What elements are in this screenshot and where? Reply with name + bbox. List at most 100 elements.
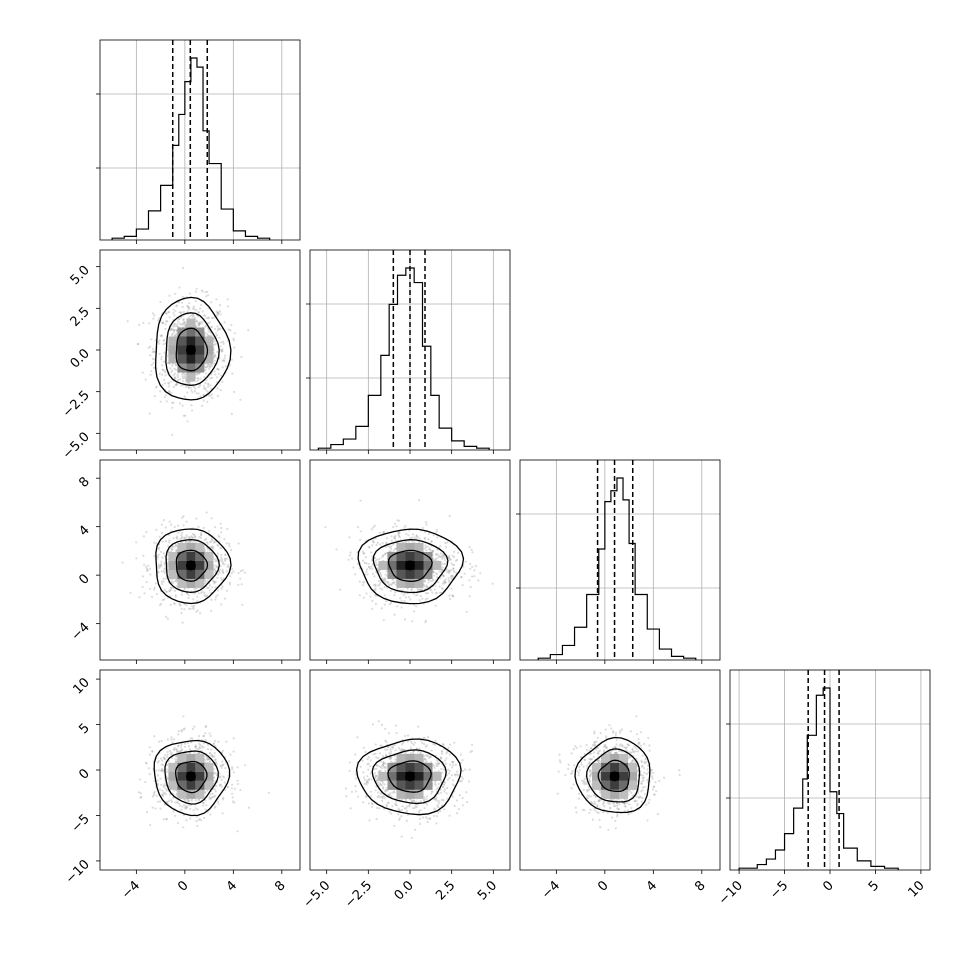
scatter-point [171, 546, 174, 549]
scatter-point [151, 795, 154, 798]
density-cell [195, 578, 205, 588]
scatter-point [222, 749, 225, 752]
scatter-point [160, 739, 163, 743]
scatter-point [443, 808, 446, 811]
scatter-point [458, 794, 461, 797]
contour-1-0-0 [154, 296, 232, 401]
scatter-point [212, 316, 215, 319]
scatter-point [160, 793, 164, 797]
scatter-point [188, 382, 191, 385]
scatter-point [221, 570, 224, 573]
scatter-point [230, 358, 233, 361]
scatter-point [219, 389, 222, 392]
scatter-point [224, 365, 227, 368]
scatter-point [210, 334, 213, 337]
scatter-point [182, 317, 185, 321]
scatter-point [442, 799, 445, 802]
scatter-point [171, 369, 174, 372]
scatter-point [441, 582, 444, 585]
scatter-point [150, 595, 154, 599]
scatter-point [153, 588, 156, 591]
scatter-point [448, 580, 451, 583]
scatter-point [212, 742, 216, 745]
scatter-point [455, 812, 459, 815]
scatter-point [159, 300, 162, 304]
scatter-point [167, 385, 170, 388]
scatter-point [193, 592, 196, 595]
scatter-point [207, 364, 210, 367]
scatter-point [451, 574, 454, 578]
scatter-point [222, 340, 225, 343]
scatter-point [220, 587, 223, 590]
scatter-point [191, 313, 194, 317]
scatter-point [181, 322, 184, 325]
scatter-point [400, 835, 403, 838]
scatter-point [395, 731, 398, 735]
scatter-point [162, 580, 165, 583]
scatter-point [216, 576, 219, 580]
scatter-point [173, 602, 176, 605]
scatter-point [459, 780, 462, 783]
scatter-point [167, 382, 170, 385]
scatter-point [196, 609, 199, 612]
density-cell [177, 336, 187, 346]
scatter-point [469, 586, 472, 589]
scatter-point [210, 393, 213, 396]
scatter-point [375, 558, 379, 561]
scatter-point [181, 305, 184, 308]
scatter-point [153, 735, 156, 738]
scatter-point [159, 807, 162, 810]
scatter-point [181, 373, 184, 376]
scatter-point [196, 595, 199, 598]
scatter-point [423, 755, 426, 758]
scatter-point [439, 552, 442, 555]
scatter-point [184, 414, 187, 417]
scatter-point [165, 770, 168, 774]
scatter-point [370, 551, 373, 554]
scatter-point [443, 582, 446, 585]
scatter-point [183, 608, 186, 611]
scatter-point [446, 571, 449, 574]
scatter-point [215, 298, 218, 301]
scatter-point [406, 734, 410, 737]
scatter-point [223, 776, 226, 779]
scatter-point [158, 352, 161, 355]
density-cell [195, 327, 205, 337]
scatter-point [202, 734, 205, 738]
scatter-point [197, 322, 200, 325]
scatter-point [210, 796, 213, 799]
scatter-point [188, 307, 191, 310]
scatter-point [426, 817, 429, 820]
scatter-point [194, 745, 197, 748]
scatter-point [580, 763, 583, 766]
scatter-point [211, 316, 214, 319]
scatter-point [168, 589, 171, 592]
scatter-point [398, 747, 401, 750]
scatter-point [461, 759, 464, 762]
scatter-point [163, 382, 167, 385]
scatter-point [216, 387, 219, 390]
scatter-point [200, 531, 203, 535]
ytick-label-2-1: 0 [76, 571, 92, 587]
scatter-point [351, 557, 354, 560]
scatter-point [211, 792, 214, 795]
scatter-point [339, 588, 342, 591]
scatter-point [209, 541, 212, 544]
scatter-point [179, 323, 182, 326]
scatter-point [204, 758, 207, 762]
scatter-point [384, 573, 387, 576]
scatter-point [641, 754, 644, 757]
scatter-point [450, 577, 453, 580]
scatter-point [200, 289, 203, 292]
scatter-point [383, 783, 386, 786]
scatter-point [169, 380, 172, 383]
scatter-point [392, 525, 395, 529]
scatter-point [225, 740, 228, 743]
scatter-point [203, 816, 206, 820]
panel-1-0: −5.0−2.50.02.55.0 [60, 249, 301, 462]
scatter-point [439, 555, 442, 559]
scatter-point [164, 787, 167, 790]
scatter-point [442, 743, 445, 746]
scatter-point [575, 746, 578, 749]
scatter-point [427, 578, 430, 581]
